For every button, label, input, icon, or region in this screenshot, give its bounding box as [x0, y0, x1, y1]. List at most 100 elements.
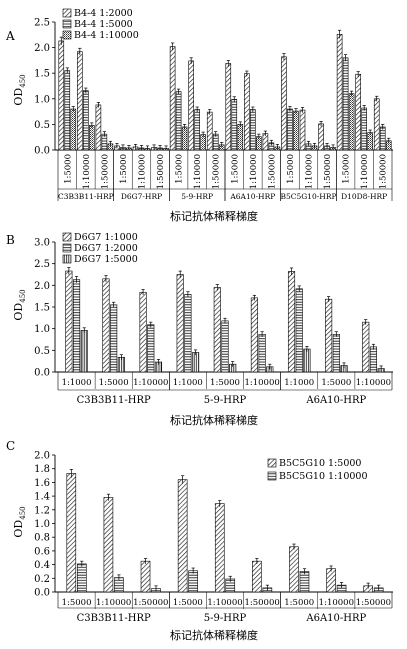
y-tick-label: 1.0: [34, 324, 50, 335]
bar: [299, 109, 306, 151]
x-tick-label: 1:10000: [138, 154, 148, 189]
bar: [89, 125, 95, 151]
legend-label: B5C5G10 1:10000: [279, 471, 368, 482]
x-tick-label: 1:10000: [133, 378, 168, 388]
x-tick-label: 1:50000: [244, 598, 279, 608]
bar: [348, 93, 355, 151]
bar: [250, 109, 256, 151]
y-tick-label: 1.5: [34, 69, 50, 80]
y-tick-label: 1.0: [34, 94, 50, 105]
legend-label: B5C5G10 1:5000: [279, 458, 361, 469]
bar: [103, 497, 114, 593]
bar: [295, 288, 303, 373]
group-label: 5-9-HRP: [204, 613, 247, 624]
legend-label: D6G7 1:1000: [74, 232, 138, 243]
bar: [287, 108, 293, 151]
y-tick-label: 1.2: [34, 505, 50, 516]
legend-swatch: [267, 458, 277, 468]
x-axis-label: 标记抗体稀释梯度: [170, 209, 258, 223]
x-tick-label: 1:5000: [342, 154, 352, 184]
legend-swatch: [62, 30, 72, 40]
bar: [177, 479, 188, 593]
bar: [65, 270, 73, 373]
x-tick-label: 1:10000: [96, 598, 131, 608]
bar: [237, 124, 244, 151]
y-tick-label: 0.0: [34, 368, 50, 379]
bar: [213, 287, 221, 373]
bar: [342, 57, 349, 151]
group-label: A6A10-HRP: [305, 613, 366, 624]
bar: [355, 73, 361, 151]
bar: [289, 546, 299, 593]
bar: [192, 352, 200, 373]
y-tick-label: 0.8: [34, 533, 50, 544]
x-tick-label: 1:10000: [319, 598, 354, 608]
bar: [169, 46, 176, 151]
chart-panel-b: B 0.0 0.5 1.0 1.5 2.0 2.5 3.0 OD450 1:1000 1:5000 1…: [6, 232, 393, 427]
legend-swatch: [62, 243, 72, 253]
bar: [373, 98, 380, 151]
bar: [58, 40, 65, 151]
bar: [221, 320, 229, 373]
bar: [95, 104, 102, 151]
bar: [110, 304, 118, 373]
y-tick-label: 0.2: [34, 574, 50, 585]
x-tick-label: 1:10000: [82, 154, 92, 189]
y-axis-label-subscript: 450: [19, 506, 27, 519]
y-tick-label: 2.0: [34, 451, 50, 462]
bar: [252, 560, 262, 593]
y-tick-label: 2.5: [34, 259, 50, 270]
bar: [77, 563, 87, 593]
legend-swatch: [267, 471, 277, 481]
x-tick-label: 1:10000: [207, 598, 242, 608]
x-tick-label: 1:50000: [133, 598, 168, 608]
bar: [66, 473, 77, 593]
bar: [336, 33, 343, 151]
y-tick-label: 1.6: [34, 478, 50, 489]
y-tick-label: 1.8: [34, 464, 50, 475]
x-axis-label: 标记抗体稀释梯度: [170, 413, 258, 427]
x-tick-label: 1:10000: [193, 154, 203, 189]
bar: [293, 110, 299, 151]
group-label: C3B3B11-HRP: [77, 395, 151, 406]
bar: [369, 346, 377, 373]
legend-swatch: [62, 254, 72, 264]
x-tick-label: 1:5000: [173, 598, 203, 608]
bar: [102, 278, 110, 373]
legend-swatch: [62, 8, 72, 18]
x-tick-label: 1:50000: [212, 154, 222, 189]
y-tick-label: 1.4: [34, 492, 50, 503]
x-tick-label: 1:10000: [249, 154, 259, 189]
x-tick-label: 1:10000: [244, 378, 279, 388]
x-tick-label: 1:50000: [379, 154, 389, 189]
x-tick-label: 1:5000: [119, 154, 129, 184]
y-tick-label: 0.6: [34, 546, 50, 557]
group-label: C3B3B11-HRP: [58, 192, 114, 201]
bar: [175, 91, 182, 151]
bar: [379, 126, 386, 151]
y-tick-label: 2.0: [34, 43, 50, 54]
y-tick-label: 1.0: [34, 519, 50, 530]
group-label: 5-9-HRP: [181, 192, 213, 201]
legend-swatch: [62, 232, 72, 242]
x-tick-label: 1:50000: [323, 154, 333, 189]
x-tick-label: 1:5000: [175, 154, 185, 184]
bar: [318, 123, 324, 151]
bar: [362, 321, 370, 373]
x-tick-label: 1:5000: [63, 154, 73, 184]
x-tick-label: 1:1000: [173, 378, 203, 388]
group-label: C3B3B11-HRP: [77, 613, 151, 624]
legend-label: B4-4 1:10000: [74, 30, 139, 41]
bar: [225, 63, 232, 151]
bar: [325, 298, 333, 373]
x-tick-label: 1:50000: [100, 154, 110, 189]
y-tick-label: 1.5: [34, 303, 50, 314]
legend-swatch: [62, 19, 72, 29]
bar: [70, 108, 77, 151]
panel-letter: A: [5, 29, 15, 43]
bar: [206, 111, 213, 151]
bar: [188, 60, 194, 151]
x-tick-label: 1:50000: [267, 154, 277, 189]
bar: [80, 330, 88, 373]
